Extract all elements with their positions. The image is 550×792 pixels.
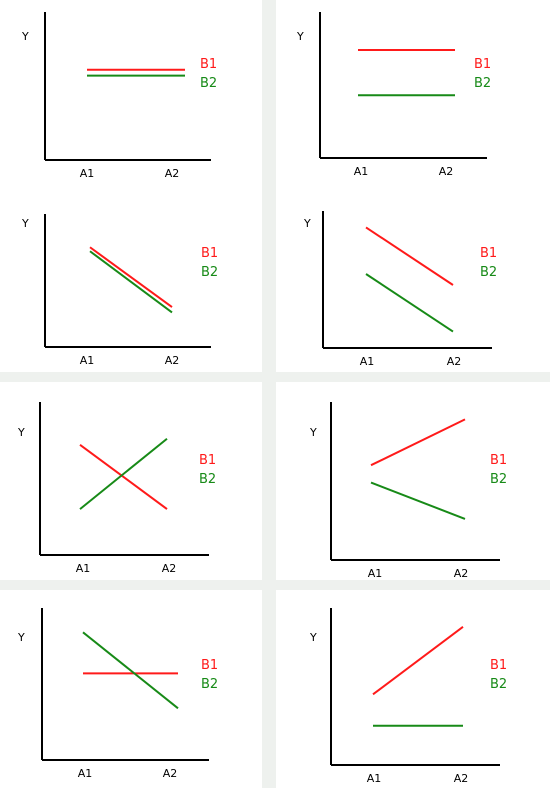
legend-label-b1: B1 (199, 453, 216, 468)
x-tick-label-a2: A2 (162, 562, 177, 575)
legend-label-b1: B1 (480, 246, 497, 261)
interaction-plot-4: Y A1 A2 B1 B2 (275, 197, 550, 375)
x-tick-label-a1: A1 (367, 772, 382, 785)
series-line-b2 (371, 483, 465, 519)
x-tick-label-a2: A2 (454, 567, 469, 578)
chart-panel-3: Y A1 A2 B1 B2 (0, 197, 275, 375)
chart-panel-8: Y A1 A2 B1 B2 (275, 597, 550, 788)
y-axis-label: Y (296, 30, 304, 43)
y-axis-label: Y (309, 631, 317, 644)
series-line-b2 (366, 274, 453, 332)
x-tick-label-a1: A1 (80, 354, 95, 367)
x-tick-label-a1: A1 (78, 767, 93, 780)
interaction-plot-3: Y A1 A2 B1 B2 (0, 197, 275, 375)
legend-label-b2: B2 (201, 265, 218, 280)
y-axis-label: Y (17, 631, 25, 644)
x-tick-label-a1: A1 (76, 562, 91, 575)
chart-panel-6: Y A1 A2 B1 B2 (275, 392, 550, 578)
legend-label-b1: B1 (474, 57, 491, 72)
chart-panel-5: Y A1 A2 B1 B2 (0, 392, 275, 578)
chart-panel-1: Y A1 A2 B1 B2 (0, 0, 275, 192)
x-tick-label-a1: A1 (368, 567, 383, 578)
legend-label-b1: B1 (490, 453, 507, 468)
legend-label-b2: B2 (201, 677, 218, 692)
y-axis-label: Y (21, 217, 29, 230)
legend-label-b2: B2 (199, 472, 216, 487)
legend-label-b1: B1 (200, 57, 217, 72)
x-tick-label-a2: A2 (163, 767, 178, 780)
chart-panel-7: Y A1 A2 B1 B2 (0, 597, 275, 788)
interaction-plot-8: Y A1 A2 B1 B2 (275, 597, 550, 788)
legend-label-b2: B2 (490, 677, 507, 692)
series-line-b1 (366, 227, 453, 285)
legend-label-b2: B2 (490, 472, 507, 487)
x-tick-label-a2: A2 (447, 355, 462, 368)
x-tick-label-a1: A1 (80, 167, 95, 180)
chart-panel-2: Y A1 A2 B1 B2 (275, 0, 550, 192)
legend-label-b1: B1 (201, 658, 218, 673)
x-tick-label-a2: A2 (439, 165, 454, 178)
y-axis-label: Y (17, 426, 25, 439)
scan-artifact-band-lower (0, 580, 550, 590)
series-line-b2 (90, 251, 172, 312)
interaction-plot-5: Y A1 A2 B1 B2 (0, 392, 275, 578)
legend-label-b2: B2 (200, 76, 217, 91)
x-tick-label-a2: A2 (165, 167, 180, 180)
series-line-b1 (373, 627, 463, 695)
x-tick-label-a2: A2 (454, 772, 469, 785)
x-tick-label-a1: A1 (354, 165, 369, 178)
legend-label-b1: B1 (490, 658, 507, 673)
legend-label-b2: B2 (474, 76, 491, 91)
series-line-b1 (90, 247, 172, 307)
interaction-plot-1: Y A1 A2 B1 B2 (0, 0, 275, 192)
legend-label-b2: B2 (480, 265, 497, 280)
chart-panel-4: Y A1 A2 B1 B2 (275, 197, 550, 375)
interaction-plot-6: Y A1 A2 B1 B2 (275, 392, 550, 578)
x-tick-label-a1: A1 (360, 355, 375, 368)
series-line-b2 (83, 632, 178, 708)
series-line-b1 (371, 419, 465, 465)
y-axis-label: Y (21, 30, 29, 43)
y-axis-label: Y (309, 426, 317, 439)
y-axis-label: Y (303, 217, 311, 230)
interaction-plot-7: Y A1 A2 B1 B2 (0, 597, 275, 788)
legend-label-b1: B1 (201, 246, 218, 261)
x-tick-label-a2: A2 (165, 354, 180, 367)
interaction-plot-2: Y A1 A2 B1 B2 (275, 0, 550, 192)
